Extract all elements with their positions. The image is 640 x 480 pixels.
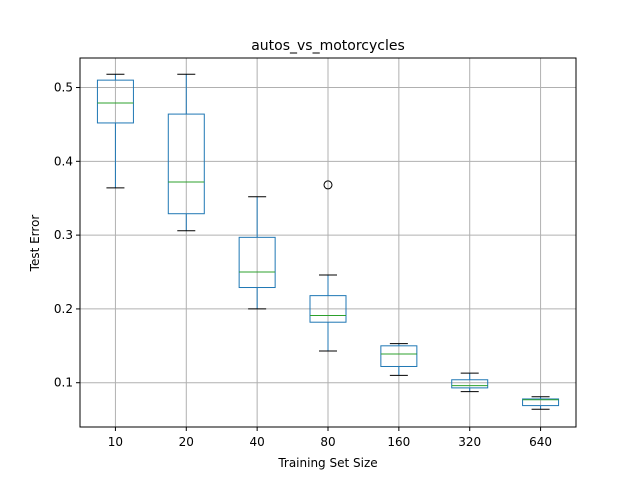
y-tick-label: 0.3 bbox=[54, 228, 73, 242]
outlier-point bbox=[323, 180, 333, 190]
iqr-box bbox=[522, 398, 560, 407]
x-tick-label: 320 bbox=[458, 435, 481, 449]
iqr-box bbox=[380, 345, 418, 367]
y-tick-label: 0.4 bbox=[54, 154, 73, 168]
x-tick-label: 10 bbox=[108, 435, 123, 449]
y-tick-label: 0.1 bbox=[54, 376, 73, 390]
box-160 bbox=[380, 343, 418, 376]
x-tick-label: 20 bbox=[179, 435, 194, 449]
box-series bbox=[96, 73, 560, 410]
axes: 0.1 0.2 0.3 0.4 0.5 10 20 40 80 160 320 640 bbox=[54, 57, 577, 449]
x-tick-label: 80 bbox=[320, 435, 335, 449]
x-axis-label: Training Set Size bbox=[277, 456, 377, 470]
iqr-box bbox=[309, 295, 347, 323]
box-80 bbox=[309, 180, 347, 352]
x-tick-label: 160 bbox=[387, 435, 410, 449]
box-320 bbox=[451, 372, 489, 393]
box-640 bbox=[522, 396, 560, 410]
y-axis-label: Test Error bbox=[28, 215, 42, 273]
box-40 bbox=[238, 196, 276, 310]
y-tick-label: 0.2 bbox=[54, 302, 73, 316]
iqr-box bbox=[451, 379, 489, 389]
iqr-box bbox=[96, 79, 134, 124]
box-20 bbox=[167, 73, 205, 232]
iqr-box bbox=[238, 236, 276, 289]
iqr-box bbox=[167, 113, 205, 215]
chart-title: autos_vs_motorcycles bbox=[251, 38, 405, 54]
y-tick-label: 0.5 bbox=[54, 81, 73, 95]
x-tick-label: 640 bbox=[529, 435, 552, 449]
grid-lines bbox=[80, 58, 576, 427]
box-10 bbox=[96, 73, 134, 189]
x-tick-label: 40 bbox=[250, 435, 265, 449]
